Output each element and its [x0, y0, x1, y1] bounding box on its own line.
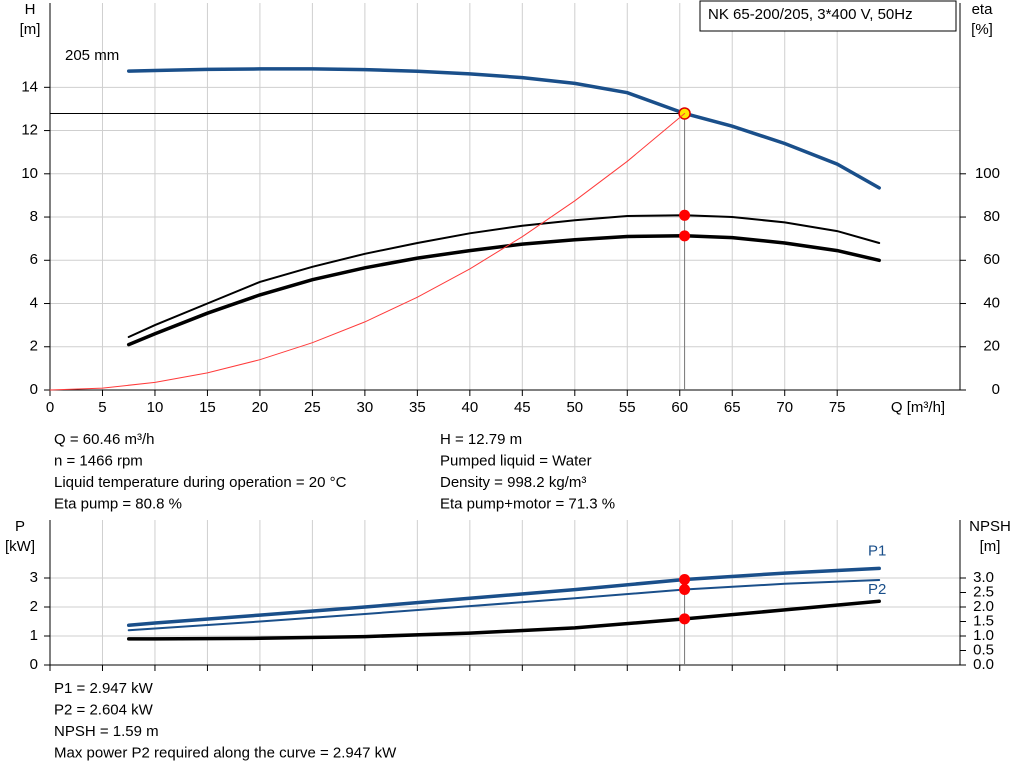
operating-point [679, 583, 691, 595]
y-tick-label: 14 [21, 78, 38, 95]
x-tick-label: 25 [304, 399, 321, 416]
info-text: Pumped liquid = Water [440, 452, 592, 469]
y-axis-label: P [15, 518, 25, 535]
info-text: Max power P2 required along the curve = … [54, 744, 397, 761]
y2-tick-label: 80 [983, 208, 1000, 225]
series-line [126, 234, 881, 347]
info-text: n = 1466 rpm [54, 452, 143, 469]
info-text: Liquid temperature during operation = 20… [54, 474, 347, 491]
info-text: P1 = 2.947 kW [54, 680, 154, 697]
series-line [127, 579, 881, 632]
x-tick-label: 5 [98, 399, 106, 416]
x-tick-label: 55 [619, 399, 636, 416]
series-line [126, 566, 881, 628]
info-text: P2 = 2.604 kW [54, 701, 154, 718]
y-tick-label: 2 [30, 338, 38, 355]
x-tick-label: 30 [357, 399, 374, 416]
y2-tick-label: 2.0 [973, 598, 994, 615]
y-tick-label: 3 [30, 569, 38, 586]
y2-tick-label: 60 [983, 251, 1000, 268]
operating-point [679, 574, 691, 586]
x-tick-label: 40 [461, 399, 478, 416]
plot-area [50, 3, 960, 390]
y-tick-label: 10 [21, 165, 38, 182]
info-text: H = 12.79 m [440, 431, 522, 448]
info-text: Density = 998.2 kg/m³ [440, 474, 586, 491]
y-tick-label: 8 [30, 208, 38, 225]
y-axis-label: [kW] [5, 538, 35, 555]
info-text: Q = 60.46 m³/h [54, 431, 154, 448]
series-label: P1 [868, 542, 886, 559]
y2-tick-label: 0.0 [973, 656, 994, 673]
x-tick-label: 15 [199, 399, 216, 416]
x-tick-label: 20 [252, 399, 269, 416]
y-tick-label: 2 [30, 598, 38, 615]
y2-axis-label: eta [972, 1, 994, 18]
x-tick-label: 60 [671, 399, 688, 416]
y2-tick-label: 0.5 [973, 641, 994, 658]
series-line [126, 67, 881, 190]
series-label: 205 mm [65, 47, 119, 64]
x-tick-label: 10 [147, 399, 164, 416]
y2-tick-label: 0 [992, 381, 1000, 398]
info-text: NPSH = 1.59 m [54, 723, 159, 740]
y-axis-label: [m] [20, 21, 41, 38]
info-text: Eta pump = 80.8 % [54, 495, 182, 512]
x-tick-label: 45 [514, 399, 531, 416]
y2-axis-label: NPSH [969, 518, 1011, 535]
info-text: Eta pump+motor = 71.3 % [440, 495, 615, 512]
y2-tick-label: 2.5 [973, 583, 994, 600]
x-tick-label: 75 [829, 399, 846, 416]
y2-tick-label: 100 [975, 165, 1000, 182]
y2-tick-label: 20 [983, 338, 1000, 355]
series-line [49, 113, 686, 391]
y2-tick-label: 1.0 [973, 627, 994, 644]
y-tick-label: 1 [30, 627, 38, 644]
y-tick-label: 0 [30, 656, 38, 673]
title-box [699, 0, 957, 32]
plot-area [50, 520, 960, 665]
x-axis-label: Q [m³/h] [891, 399, 945, 416]
series-line [127, 214, 881, 338]
operating-point [679, 613, 691, 625]
x-tick-label: 35 [409, 399, 426, 416]
x-tick-label: 0 [46, 399, 54, 416]
y2-axis-label: [%] [971, 21, 993, 38]
x-tick-label: 70 [776, 399, 793, 416]
y-tick-label: 4 [30, 294, 38, 311]
series-line [126, 599, 881, 641]
x-tick-label: 50 [566, 399, 583, 416]
y2-tick-label: 3.0 [973, 569, 994, 586]
y-tick-label: 0 [30, 381, 38, 398]
y2-tick-label: 40 [983, 294, 1000, 311]
operating-point [679, 230, 691, 242]
y-tick-label: 6 [30, 251, 38, 268]
chart-title: NK 65-200/205, 3*400 V, 50Hz [708, 6, 913, 23]
series-label: P2 [868, 581, 886, 598]
operating-point [679, 209, 691, 221]
y-tick-label: 12 [21, 122, 38, 139]
y2-axis-label: [m] [980, 538, 1001, 555]
y-axis-label: H [25, 1, 36, 18]
x-tick-label: 65 [724, 399, 741, 416]
y2-tick-label: 1.5 [973, 612, 994, 629]
